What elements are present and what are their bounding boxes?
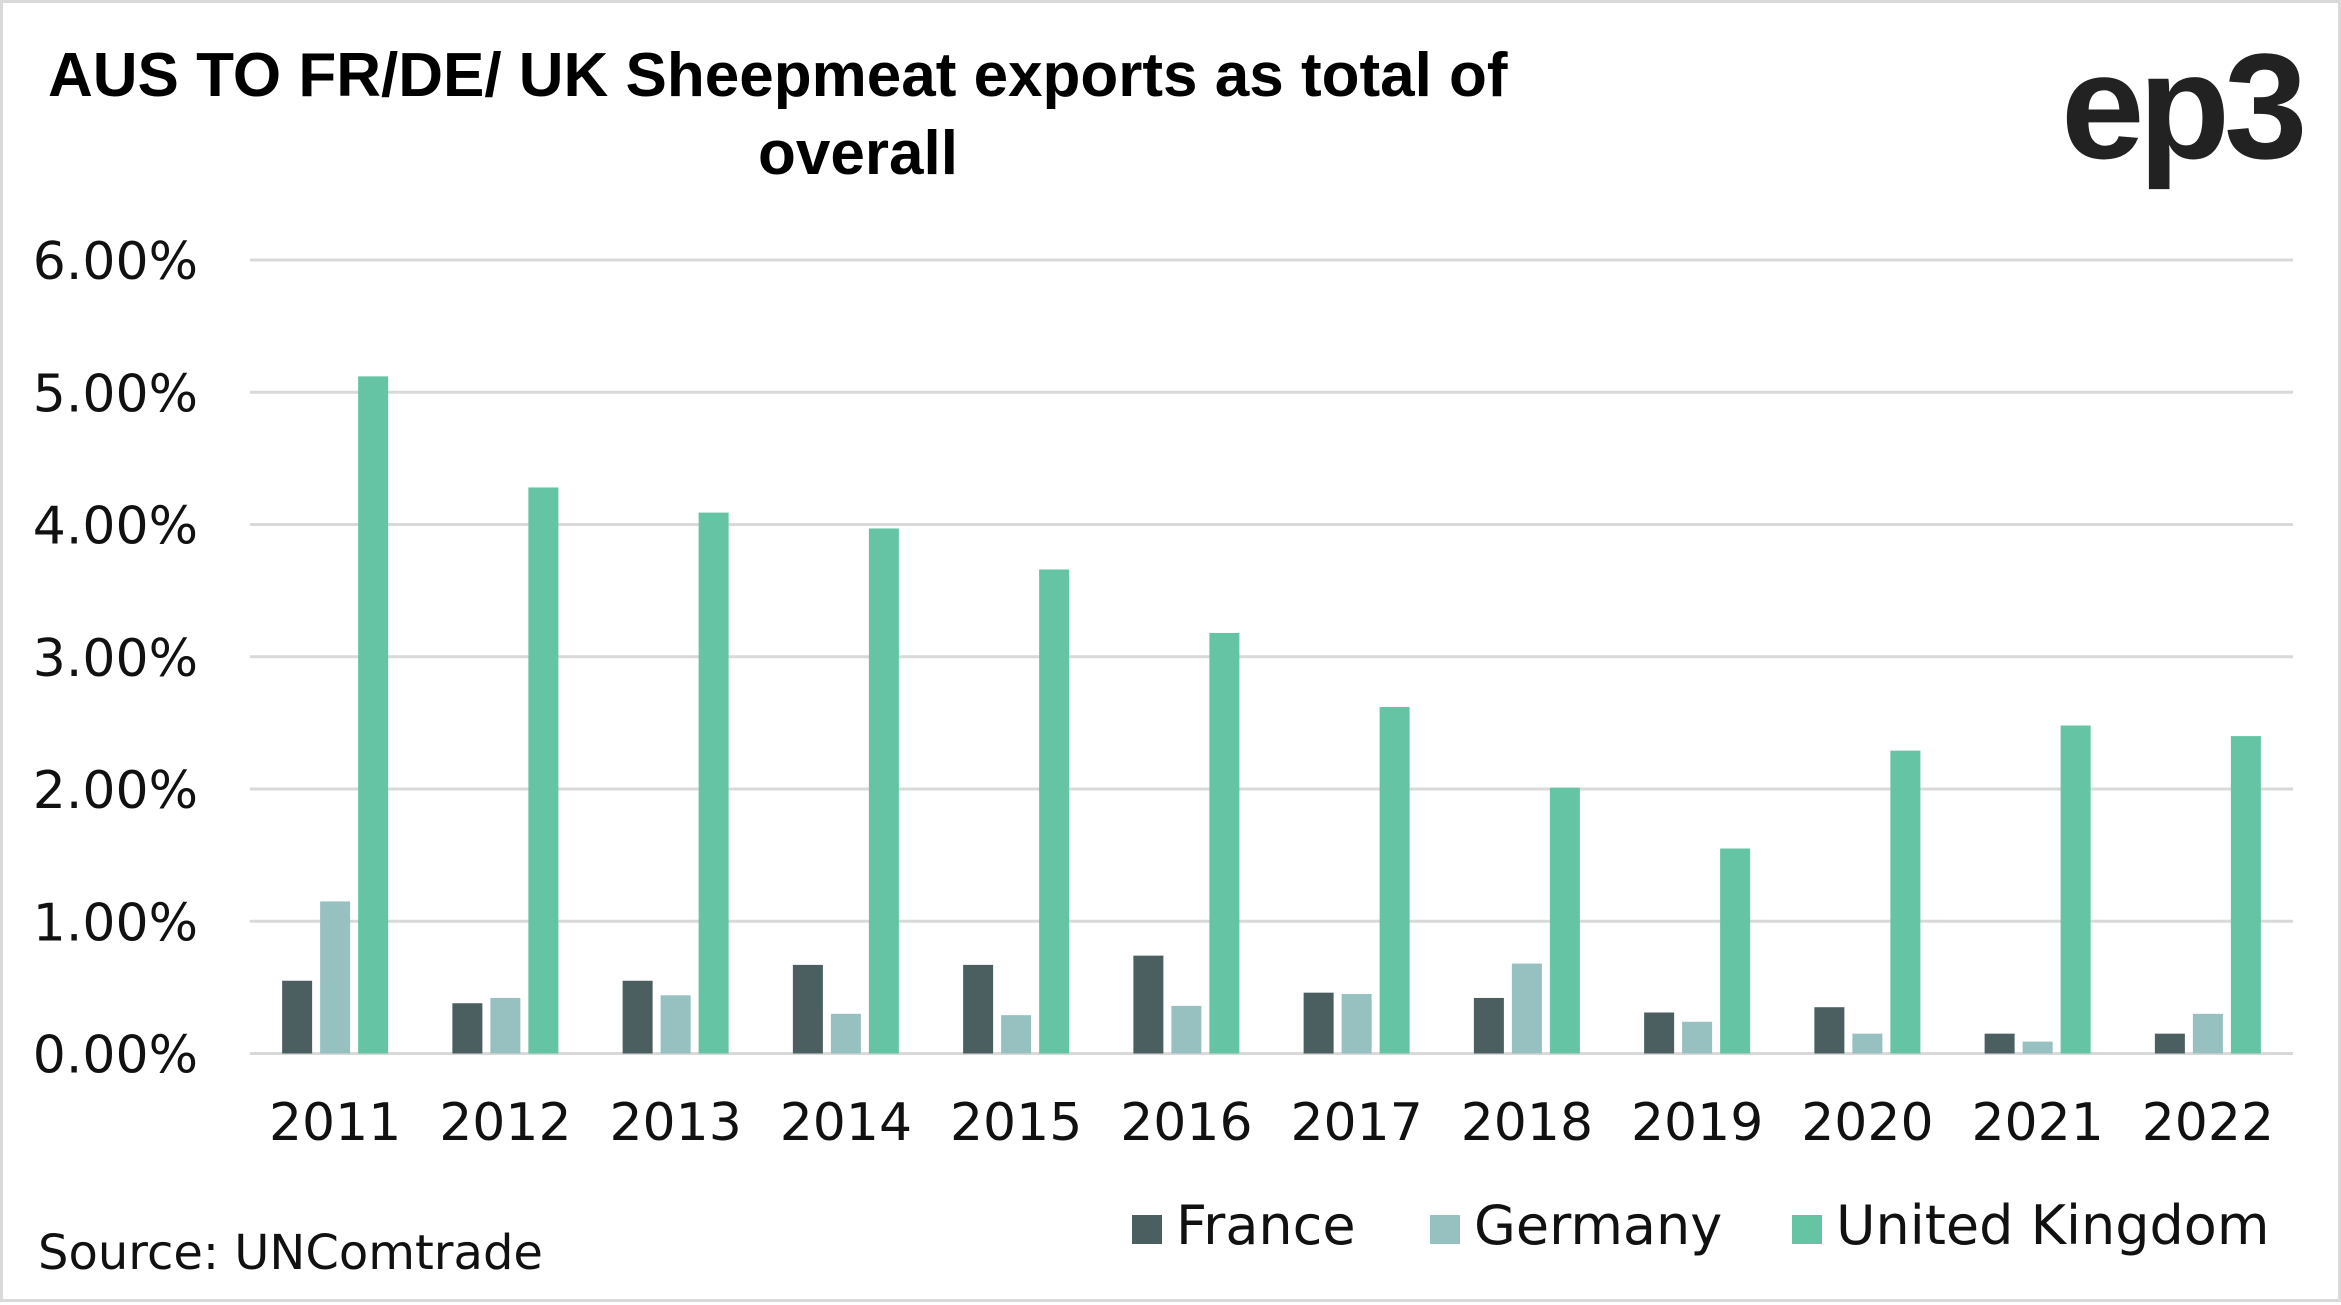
- bar-germany-2013: [660, 995, 691, 1054]
- bar-france-2019: [1644, 1012, 1675, 1054]
- bar-france-2020: [1814, 1007, 1845, 1054]
- chart-title-line-2: overall: [758, 119, 958, 188]
- bar-germany-2019: [1682, 1021, 1713, 1054]
- x-tick-label: 2021: [1971, 1093, 2103, 1153]
- bar-germany-2022: [2192, 1013, 2223, 1054]
- bar-united-kingdom-2015: [1039, 569, 1070, 1054]
- bar-germany-2011: [320, 901, 351, 1054]
- bar-united-kingdom-2021: [2060, 725, 2091, 1054]
- bar-france-2018: [1473, 997, 1504, 1054]
- legend-item-germany: Germany: [1430, 1194, 1722, 1257]
- legend-swatch-united-kingdom: [1792, 1215, 1822, 1244]
- x-tick-label: 2022: [2142, 1093, 2274, 1153]
- ep3-logo: ep3: [2061, 22, 2307, 190]
- bar-united-kingdom-2013: [698, 512, 729, 1054]
- bar-united-kingdom-2011: [358, 376, 389, 1054]
- bar-united-kingdom-2017: [1379, 707, 1410, 1054]
- legend: France Germany United Kingdom: [1132, 1194, 2269, 1257]
- legend-label-france: France: [1176, 1194, 1356, 1257]
- bar-united-kingdom-2022: [2230, 736, 2261, 1054]
- source-note: Source: UNComtrade: [38, 1225, 543, 1281]
- bar-united-kingdom-2020: [1890, 750, 1921, 1054]
- x-tick-label: 2012: [439, 1093, 571, 1153]
- legend-label-germany: Germany: [1474, 1194, 1722, 1257]
- y-tick-label: 2.00%: [33, 761, 198, 821]
- chart-title: AUS TO FR/DE/ UK Sheepmeat exports as to…: [3, 37, 1713, 193]
- bar-united-kingdom-2014: [868, 528, 899, 1054]
- bar-united-kingdom-2018: [1549, 787, 1580, 1054]
- x-tick-label: 2017: [1290, 1093, 1422, 1153]
- x-tick-label: 2020: [1801, 1093, 1933, 1153]
- bar-france-2012: [452, 1003, 483, 1054]
- y-axis-tick-labels: 0.00% 1.00% 2.00% 3.00% 4.00% 5.00% 6.00%: [33, 232, 198, 1086]
- x-tick-label: 2016: [1120, 1093, 1252, 1153]
- bar-germany-2018: [1511, 963, 1542, 1054]
- x-tick-label: 2015: [950, 1093, 1082, 1153]
- gridlines: [250, 258, 2293, 1055]
- bar-united-kingdom-2012: [528, 487, 559, 1054]
- bar-chart: 0.00% 1.00% 2.00% 3.00% 4.00% 5.00% 6.00% 2011…: [33, 232, 2293, 1257]
- legend-swatch-france: [1132, 1215, 1162, 1244]
- bar-germany-2021: [2022, 1041, 2053, 1054]
- bar-germany-2015: [1001, 1015, 1032, 1054]
- bar-france-2021: [1984, 1033, 2015, 1054]
- bar-germany-2016: [1171, 1005, 1202, 1054]
- y-tick-label: 4.00%: [33, 497, 198, 557]
- bar-united-kingdom-2019: [1720, 848, 1751, 1054]
- y-tick-label: 0.00%: [33, 1026, 198, 1086]
- bar-france-2017: [1303, 992, 1334, 1054]
- bar-germany-2017: [1341, 993, 1372, 1054]
- y-tick-label: 1.00%: [33, 893, 198, 953]
- bar-france-2014: [792, 964, 823, 1054]
- chart-title-line-1: AUS TO FR/DE/ UK Sheepmeat exports as to…: [48, 41, 1508, 110]
- bar-germany-2020: [1852, 1033, 1883, 1054]
- x-tick-label: 2019: [1631, 1093, 1763, 1153]
- y-tick-label: 6.00%: [33, 232, 198, 292]
- legend-swatch-germany: [1430, 1215, 1460, 1244]
- bar-germany-2014: [830, 1013, 861, 1054]
- bar-united-kingdom-2016: [1209, 632, 1240, 1054]
- legend-item-france: France: [1132, 1194, 1356, 1257]
- bar-france-2011: [282, 980, 313, 1054]
- bar-france-2015: [963, 964, 994, 1054]
- y-tick-label: 5.00%: [33, 364, 198, 424]
- x-tick-label: 2014: [780, 1093, 912, 1153]
- legend-item-united-kingdom: United Kingdom: [1792, 1194, 2269, 1257]
- y-tick-label: 3.00%: [33, 629, 198, 689]
- x-tick-label: 2018: [1461, 1093, 1593, 1153]
- legend-label-united-kingdom: United Kingdom: [1836, 1194, 2269, 1257]
- bar-france-2013: [622, 980, 653, 1054]
- bar-france-2022: [2154, 1033, 2185, 1054]
- bars: [282, 376, 2261, 1054]
- bar-germany-2012: [490, 997, 521, 1054]
- x-tick-label: 2013: [609, 1093, 741, 1153]
- bar-france-2016: [1133, 955, 1164, 1054]
- x-tick-label: 2011: [269, 1093, 401, 1153]
- x-axis-tick-labels: 2011 2012 2013 2014 2015 2016 2017 2018 2019 2020…: [269, 1093, 2274, 1153]
